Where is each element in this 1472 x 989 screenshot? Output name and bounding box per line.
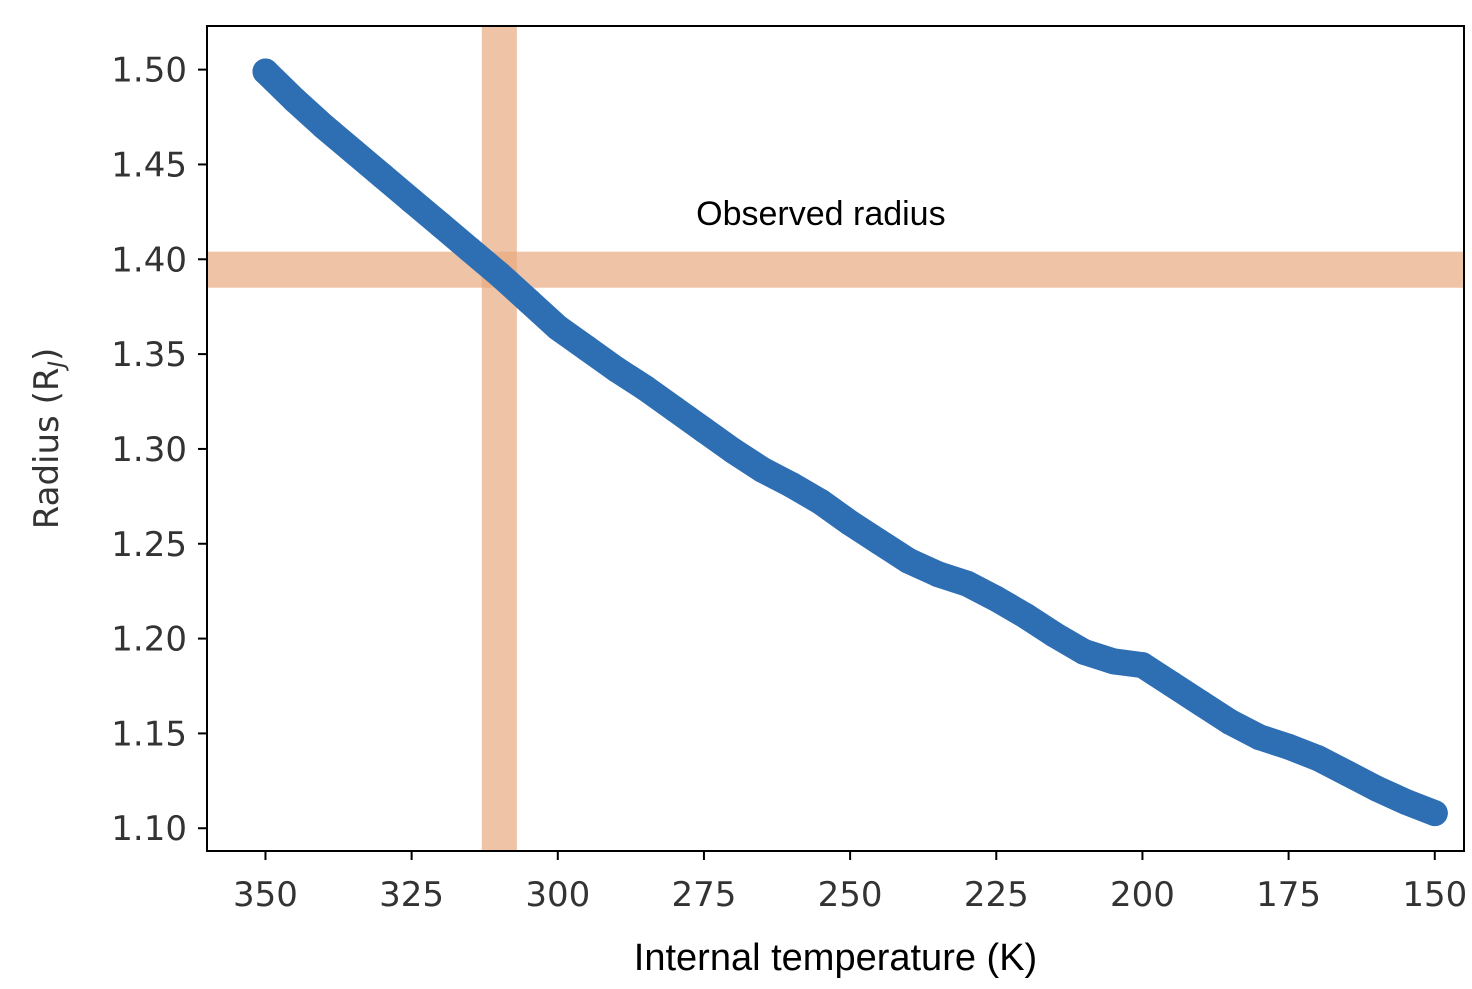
data-point	[895, 547, 922, 574]
data-point	[310, 113, 337, 140]
temperature-band	[481, 26, 517, 851]
data-point	[632, 375, 659, 402]
y-axis-title: Radius (RJ)	[27, 348, 70, 529]
y-axis-title-main: Radius (R	[27, 368, 67, 530]
data-point	[1012, 602, 1039, 629]
x-axis: 350 325 300 275 250 225 200 175 150	[233, 851, 1467, 915]
data-point	[1334, 760, 1361, 787]
data-point	[398, 187, 425, 214]
data-point	[252, 58, 279, 85]
series-line-0	[252, 58, 1448, 827]
data-point	[837, 509, 864, 536]
data-point	[1217, 709, 1244, 735]
data-point	[515, 288, 542, 314]
data-point	[661, 396, 688, 423]
x-tick-label: 175	[1256, 875, 1321, 915]
x-tick-label: 350	[233, 875, 298, 915]
annotations-layer: Observed radius	[696, 195, 945, 233]
x-tick-label: 225	[964, 875, 1029, 915]
data-point	[1275, 733, 1302, 760]
data-point	[427, 212, 454, 239]
data-point	[807, 489, 834, 515]
data-point	[1071, 638, 1097, 665]
data-point	[1158, 671, 1185, 698]
data-point	[340, 138, 367, 165]
y-tick-label: 1.30	[111, 430, 187, 470]
y-tick-label: 1.45	[111, 145, 187, 185]
data-point	[1100, 648, 1127, 675]
observed-radius-band	[207, 251, 1464, 288]
data-series-layer	[252, 58, 1448, 827]
plot-area-frame	[206, 25, 1465, 852]
x-axis-title: Internal temperature (K)	[634, 937, 1037, 979]
y-axis-title-close: )	[27, 348, 67, 361]
x-tick-label: 300	[525, 875, 590, 915]
y-tick-label: 1.15	[111, 714, 187, 754]
data-point	[778, 472, 805, 498]
y-tick-label: 1.40	[111, 240, 187, 280]
data-point	[603, 356, 630, 383]
data-point	[954, 570, 980, 597]
data-point	[1246, 724, 1273, 751]
data-point	[369, 162, 396, 189]
y-tick-label: 1.20	[111, 620, 187, 660]
observational-bands	[207, 26, 1464, 851]
data-point	[1304, 745, 1331, 772]
y-tick-label: 1.35	[111, 335, 187, 375]
x-tick-label: 200	[1110, 875, 1175, 915]
data-point	[866, 528, 893, 555]
y-tick-label: 1.50	[111, 51, 187, 91]
data-point	[281, 87, 308, 113]
data-point	[983, 585, 1010, 612]
data-point	[924, 561, 951, 588]
x-tick-label: 275	[672, 875, 737, 915]
data-point	[486, 261, 513, 288]
data-point	[457, 236, 484, 263]
data-point	[544, 314, 571, 341]
data-point	[1041, 621, 1068, 648]
data-point	[1392, 788, 1419, 815]
y-tick-label: 1.10	[111, 809, 187, 849]
y-axis-title-subscript: J	[45, 361, 70, 372]
data-point	[574, 335, 600, 362]
data-point	[720, 437, 747, 464]
observed-radius-annotation: Observed radius	[696, 195, 945, 233]
x-tick-label: 250	[818, 875, 883, 915]
data-point	[1187, 690, 1214, 717]
y-tick-label: 1.25	[111, 525, 187, 565]
x-tick-label: 150	[1402, 875, 1467, 915]
data-point	[749, 456, 776, 483]
data-point	[1129, 652, 1156, 679]
data-point	[1363, 775, 1390, 802]
data-point	[691, 417, 717, 443]
x-tick-label: 325	[379, 875, 444, 915]
data-point	[1421, 800, 1448, 827]
y-axis: 1.10 1.15 1.20 1.25 1.30 1.35 1.40 1.45 1.50	[111, 51, 207, 849]
